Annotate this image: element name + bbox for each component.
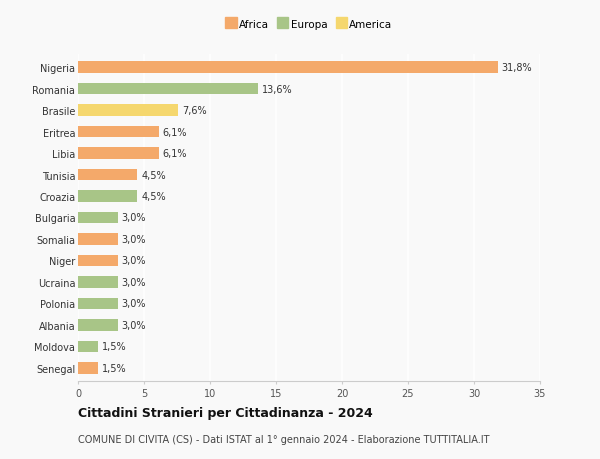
Bar (78, 298, 118, 310)
Text: 3,0%: 3,0% (122, 235, 146, 245)
Bar (78, 255, 118, 267)
Bar (78, 362, 98, 374)
Legend: Africa, Europa, America: Africa, Europa, America (223, 18, 395, 32)
Text: 3,0%: 3,0% (122, 299, 146, 309)
Text: Cittadini Stranieri per Cittadinanza - 2024: Cittadini Stranieri per Cittadinanza - 2… (78, 406, 373, 419)
Text: 6,1%: 6,1% (163, 149, 187, 159)
Bar (78, 84, 257, 95)
Bar (78, 169, 137, 181)
Bar (78, 126, 158, 138)
Text: 3,0%: 3,0% (122, 320, 146, 330)
Text: 6,1%: 6,1% (163, 127, 187, 137)
Bar (78, 234, 118, 246)
Bar (78, 212, 118, 224)
Text: 13,6%: 13,6% (262, 84, 292, 95)
Text: 3,0%: 3,0% (122, 256, 146, 266)
Text: 3,0%: 3,0% (122, 213, 146, 223)
Bar (78, 148, 158, 160)
Bar (78, 319, 118, 331)
Text: COMUNE DI CIVITA (CS) - Dati ISTAT al 1° gennaio 2024 - Elaborazione TUTTITALIA.: COMUNE DI CIVITA (CS) - Dati ISTAT al 1°… (78, 434, 490, 444)
Bar (78, 62, 498, 74)
Text: 4,5%: 4,5% (142, 191, 166, 202)
Text: 7,6%: 7,6% (182, 106, 207, 116)
Text: 1,5%: 1,5% (102, 363, 127, 373)
Text: 31,8%: 31,8% (502, 63, 532, 73)
Text: 1,5%: 1,5% (102, 341, 127, 352)
Bar (78, 276, 118, 288)
Bar (78, 190, 137, 202)
Bar (78, 341, 98, 353)
Text: 4,5%: 4,5% (142, 170, 166, 180)
Bar (78, 105, 178, 117)
Text: 3,0%: 3,0% (122, 277, 146, 287)
